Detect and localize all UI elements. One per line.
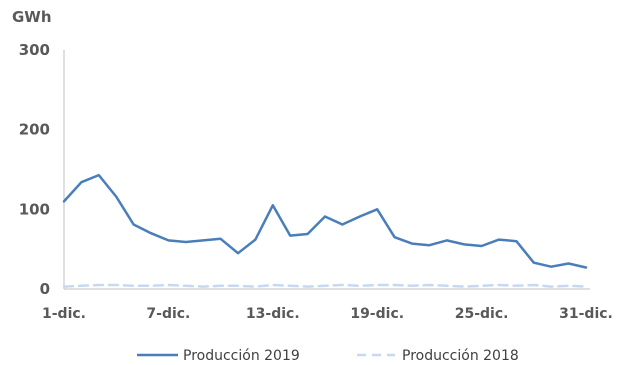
unit-label: GWh [12, 8, 52, 26]
y-tick-label: 0 [40, 280, 50, 298]
legend-item-2019-label: Producción 2019 [183, 348, 300, 364]
x-tick-labels: 1-dic. 7-dic. 13-dic. 19-dic. 25-dic. 31-dic. [42, 306, 613, 322]
x-tick-label: 31-dic. [559, 306, 613, 322]
x-tick-label: 19-dic. [350, 306, 404, 322]
legend-item-2018-label: Producción 2018 [402, 348, 519, 364]
x-tick-label: 13-dic. [246, 306, 300, 322]
series-line-2019 [62, 173, 588, 269]
series-lines [62, 173, 588, 288]
y-tick-labels: 0 100 200 300 [19, 41, 50, 298]
y-tick-label: 100 [19, 200, 50, 218]
x-tick-label: 1-dic. [42, 306, 86, 322]
legend: Producción 2019 Producción 2018 [137, 348, 519, 364]
x-tick-label: 7-dic. [146, 306, 190, 322]
x-tick-label: 25-dic. [455, 306, 509, 322]
y-tick-label: 200 [19, 121, 50, 139]
series-line-2018 [62, 283, 588, 288]
y-tick-label: 300 [19, 41, 50, 59]
